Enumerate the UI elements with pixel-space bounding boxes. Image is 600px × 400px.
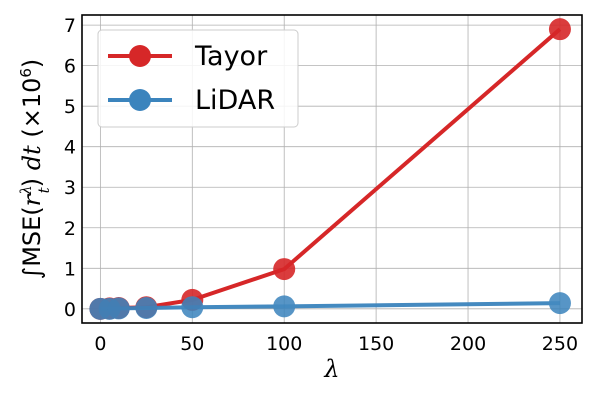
x-axis-label: λ [323,355,339,383]
legend: Tayor LiDAR [97,29,299,128]
y-tick-label: 6 [64,56,76,78]
y-label-dt: dt [18,145,46,170]
y-label-suffix1: ) [18,170,46,187]
y-label-sub: t [35,186,53,193]
data-point-lidar [548,292,571,315]
y-tick-label: 3 [64,177,76,199]
y-label-prefix: ∫MSE( [18,206,46,279]
series-lidar [89,292,571,320]
y-label-suffix2: (×10 [18,78,46,146]
y-tick-label: 7 [64,15,76,37]
y-tick-label: 2 [64,218,76,240]
y-label-exp: 6 [17,68,35,78]
data-point-lidar [107,297,130,320]
x-tick-label: 250 [542,333,578,355]
legend-marker-tayor [129,45,151,67]
y-label-end: ) [18,59,46,68]
y-label-var: r [18,193,46,206]
data-point-tayor [273,258,296,281]
legend-label-lidar: LiDAR [195,85,275,116]
data-point-lidar [181,296,204,319]
legend-marker-lidar [129,89,151,111]
x-tick-label: 200 [450,333,486,355]
data-point-lidar [135,297,158,320]
x-tick-label: 0 [94,333,106,355]
plot-frame [81,14,583,324]
series-layer [89,18,571,320]
data-point-tayor [548,18,571,41]
y-axis-label: ∫MSE(rλt) dt (×106) [17,59,53,280]
tick-labels: 0 50 100 150 200 250 0 1 2 3 4 5 6 7 [64,15,578,355]
y-tick-label: 0 [64,299,76,321]
y-tick-label: 4 [64,137,76,159]
y-tick-label: 5 [64,96,76,118]
x-tick-label: 100 [266,333,302,355]
x-tick-label: 150 [358,333,394,355]
y-label-sup: λ [17,185,35,196]
legend-label-tayor: Tayor [194,41,268,72]
y-tick-label: 1 [64,258,76,280]
x-tick-label: 50 [180,333,204,355]
data-point-lidar [273,295,296,318]
